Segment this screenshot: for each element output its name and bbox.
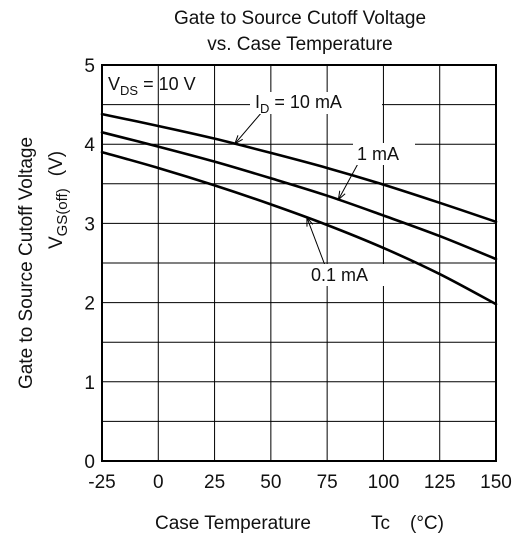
- y-tick-label-2: 2: [84, 294, 95, 315]
- curve-id-01ma: [100, 150, 498, 306]
- chart-title-line1: Gate to Source Cutoff Voltage: [174, 8, 426, 29]
- leader-10ma: [234, 111, 263, 145]
- leader-1ma-arrow: [337, 190, 346, 201]
- x-axis-name: Case Temperature: [155, 513, 311, 534]
- leader-01ma: [306, 217, 327, 269]
- y-axis-symbol-label: VGS(off) (V): [46, 151, 71, 249]
- condition-label: VDS = 10 V: [108, 74, 196, 98]
- y-tick-label-5: 5: [84, 56, 95, 77]
- x-tick-label-4: 75: [317, 472, 338, 493]
- series-label-01ma-text: 0.1 mA: [311, 265, 368, 285]
- series-label-10ma-bg: [250, 92, 382, 114]
- series-label-10ma-sub: D: [260, 101, 269, 116]
- y-tick-label-3: 3: [84, 214, 95, 235]
- leader-1ma: [337, 159, 361, 200]
- y-axis-symbol: V: [46, 236, 67, 249]
- y-tick-label-1: 1: [84, 373, 95, 394]
- x-axis-unit: (°C): [410, 513, 444, 534]
- series-label-01ma: 0.1 mA: [307, 264, 385, 286]
- y-axis-symbol-sub: GS(off): [54, 188, 71, 236]
- series-label-1ma-text: 1 mA: [357, 144, 399, 164]
- condition-main: V: [108, 74, 120, 94]
- condition-sub: DS: [120, 83, 138, 98]
- x-tick-label-5: 100: [368, 472, 400, 493]
- y-tick-label-4: 4: [84, 135, 95, 156]
- grid-layer: [101, 64, 497, 462]
- leader-01ma-arrow: [306, 216, 314, 227]
- y-axis-label: Gate to Source Cutoff Voltage: [16, 137, 37, 389]
- x-tick-label-0: -25: [88, 472, 115, 493]
- x-tick-label-1: 0: [153, 472, 164, 493]
- x-tick-label-6: 125: [424, 472, 456, 493]
- curve-layer: [100, 112, 498, 306]
- x-axis-symbol: Tc: [371, 513, 390, 534]
- annotation-layer: [233, 111, 361, 269]
- series-label-10ma-value: = 10 mA: [269, 92, 342, 112]
- plot-frame: [101, 64, 497, 462]
- x-axis-label: Case Temperature Tc (°C): [155, 513, 444, 534]
- y-tick-label-0: 0: [84, 452, 95, 473]
- x-tick-label-3: 50: [260, 472, 281, 493]
- series-label-1ma: 1 mA: [353, 143, 415, 165]
- series-label-01ma-bg: [307, 264, 385, 286]
- series-label-1ma-bg: [353, 143, 415, 165]
- y-axis-unit: (V): [46, 151, 67, 176]
- curve-id-10ma: [100, 112, 498, 224]
- leader-10ma-arrow: [233, 135, 243, 145]
- condition-value: = 10 V: [138, 74, 196, 94]
- series-label-10ma-main: I: [255, 92, 260, 112]
- x-tick-label-7: 150: [480, 472, 512, 493]
- chart-title-line2: vs. Case Temperature: [207, 34, 393, 55]
- curve-id-1ma: [100, 131, 498, 261]
- x-tick-label-2: 25: [204, 472, 225, 493]
- series-label-10ma: ID = 10 mA: [250, 92, 382, 116]
- series-label-10ma-text: ID = 10 mA: [255, 92, 342, 116]
